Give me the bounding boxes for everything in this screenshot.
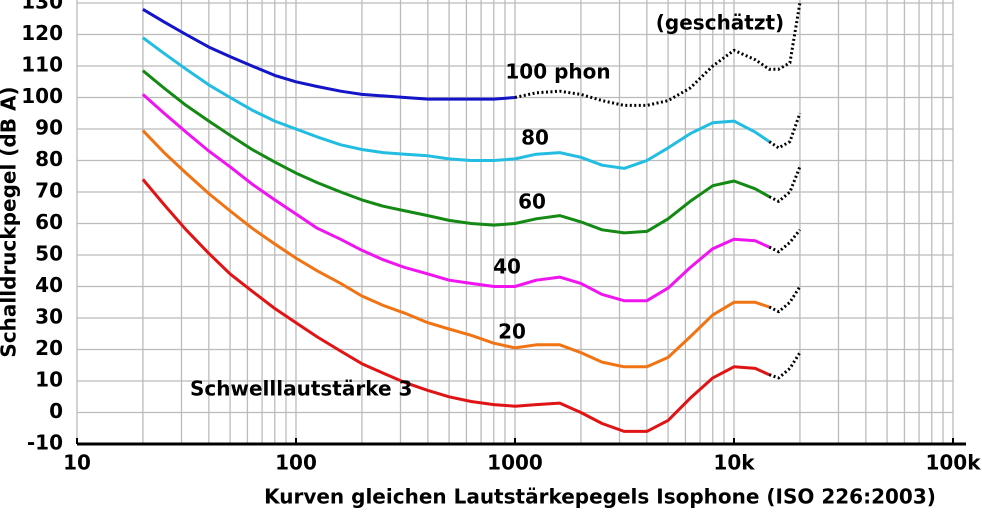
estimated-curve — [768, 112, 802, 150]
x-tick-label: 100k — [925, 451, 981, 475]
y-tick-label: 80 — [35, 147, 63, 171]
y-axis-title: Schalldruckpegel (dB A) — [0, 86, 21, 357]
y-tick-label: 0 — [49, 399, 63, 423]
y-tick-label: 130 — [21, 0, 63, 14]
curve — [141, 129, 770, 369]
annotation: (geschätzt) — [656, 11, 784, 35]
x-tick-label: 1000 — [487, 451, 543, 475]
y-tick-label: 110 — [21, 53, 63, 77]
estimated-curve — [768, 351, 802, 380]
annotation: Schwelllautstärke 3 — [190, 377, 412, 401]
estimated-curve — [768, 228, 802, 254]
curve — [142, 8, 516, 101]
curve — [141, 93, 770, 303]
curve — [141, 69, 771, 235]
y-tick-label: 60 — [35, 210, 63, 234]
y-tick-label: 20 — [35, 336, 63, 360]
y-tick-label: 120 — [21, 21, 63, 45]
estimated-curve — [514, 2, 802, 107]
y-tick-label: 30 — [35, 305, 63, 329]
y-tick-label: 90 — [35, 116, 63, 140]
x-tick-label: 100 — [275, 451, 317, 475]
y-tick-label: 70 — [35, 179, 63, 203]
annotation: 100 phon — [505, 60, 610, 84]
annotation: 80 — [521, 126, 549, 150]
x-tick-label: 10k — [713, 451, 755, 475]
y-tick-label: 40 — [35, 273, 63, 297]
y-tick-label: 100 — [21, 84, 63, 108]
x-axis-title: Kurven gleichen Lautstärkepegels Isophon… — [264, 485, 936, 509]
curve — [142, 36, 771, 170]
estimated-curve — [768, 166, 802, 203]
y-tick-label: 10 — [35, 368, 63, 392]
annotation: 40 — [493, 255, 521, 279]
annotation: 20 — [498, 320, 526, 344]
x-tick-label: 10 — [63, 451, 91, 475]
estimated-curve — [768, 285, 802, 314]
y-tick-label: -10 — [27, 431, 63, 455]
annotation: 60 — [518, 190, 546, 214]
y-tick-label: 50 — [35, 242, 63, 266]
curve — [141, 178, 770, 433]
